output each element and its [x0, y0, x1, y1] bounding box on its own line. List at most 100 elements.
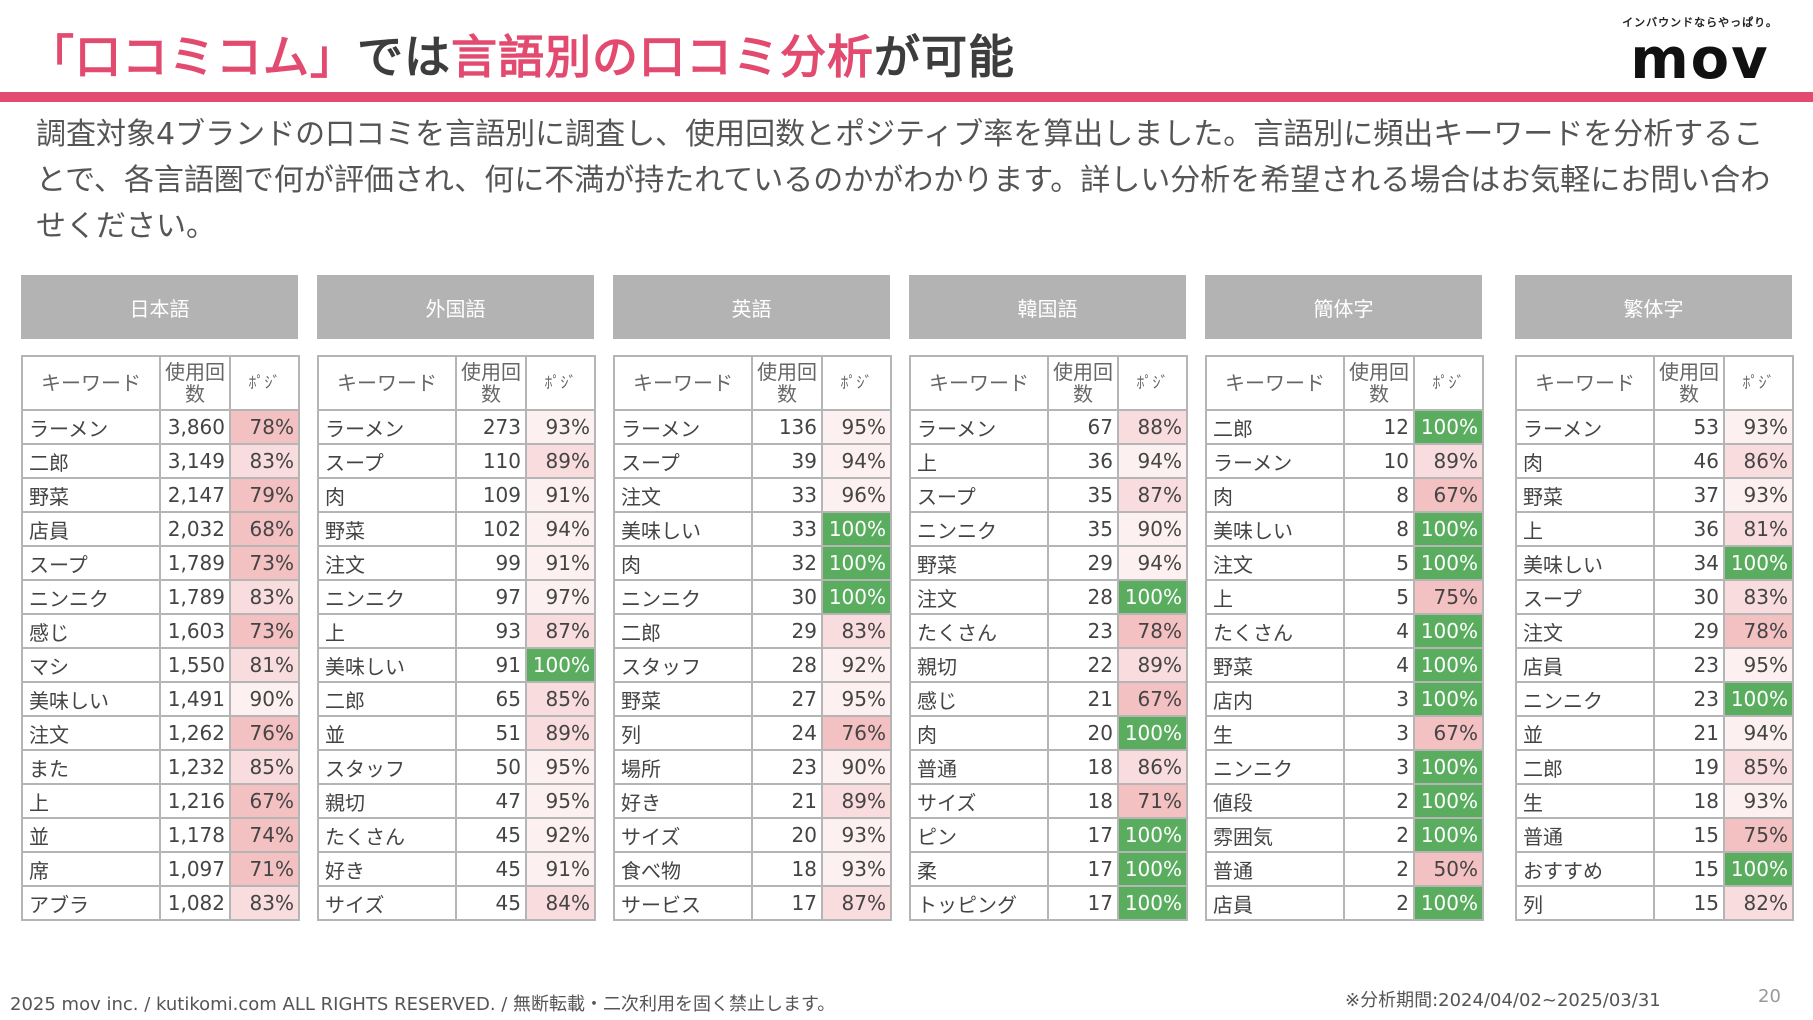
- table-row: サービス 17 87%: [613, 885, 892, 921]
- posi-rate-cell: 100%: [1413, 409, 1484, 445]
- keyword-cell: サイズ: [317, 885, 457, 921]
- table-row: サイズ 18 71%: [909, 783, 1188, 819]
- table-row: マシ 1,550 81%: [21, 647, 300, 683]
- keyword-cell: 並: [317, 715, 457, 751]
- count-cell: 17: [1047, 851, 1119, 887]
- posi-rate-cell: 94%: [821, 443, 892, 479]
- posi-rate-cell: 89%: [821, 783, 892, 819]
- table-row: 美味しい 1,491 90%: [21, 681, 300, 717]
- table-row: ニンニク 35 90%: [909, 511, 1188, 547]
- count-cell: 35: [1047, 477, 1119, 513]
- keyword-cell: スープ: [613, 443, 753, 479]
- posi-rate-cell: 84%: [525, 885, 596, 921]
- table-row: 肉 32 100%: [613, 545, 892, 581]
- language-header: 韓国語: [909, 275, 1186, 339]
- posi-rate-cell: 91%: [525, 545, 596, 581]
- keyword-cell: 肉: [1205, 477, 1345, 513]
- count-cell: 35: [1047, 511, 1119, 547]
- language-header: 繁体字: [1515, 275, 1792, 339]
- keyword-cell: ニンニク: [317, 579, 457, 615]
- posi-rate-cell: 73%: [229, 613, 300, 649]
- table-row: ニンニク 30 100%: [613, 579, 892, 615]
- posi-rate-cell: 93%: [1723, 477, 1794, 513]
- table-row: 肉 8 67%: [1205, 477, 1484, 513]
- keyword-cell: たくさん: [317, 817, 457, 853]
- posi-rate-cell: 100%: [1723, 681, 1794, 717]
- table-row: ラーメン 3,860 78%: [21, 409, 300, 445]
- column-header-posi: ﾎﾟｼﾞ: [1117, 355, 1188, 411]
- posi-rate-cell: 95%: [525, 749, 596, 785]
- keyword-cell: 肉: [1515, 443, 1655, 479]
- table-row: 親切 22 89%: [909, 647, 1188, 683]
- table-row: 生 18 93%: [1515, 783, 1794, 819]
- posi-rate-cell: 71%: [1117, 783, 1188, 819]
- table-row: 野菜 2,147 79%: [21, 477, 300, 513]
- count-cell: 45: [455, 817, 527, 853]
- count-cell: 45: [455, 885, 527, 921]
- keyword-cell: 席: [21, 851, 161, 887]
- count-cell: 18: [751, 851, 823, 887]
- title-part-de: では: [357, 30, 451, 84]
- table-row: スープ 35 87%: [909, 477, 1188, 513]
- posi-rate-cell: 91%: [525, 851, 596, 887]
- keyword-cell: ピン: [909, 817, 1049, 853]
- table-row: 美味しい 8 100%: [1205, 511, 1484, 547]
- posi-rate-cell: 86%: [1117, 749, 1188, 785]
- keyword-cell: 二郎: [317, 681, 457, 717]
- table-row: たくさん 4 100%: [1205, 613, 1484, 649]
- keyword-cell: 美味しい: [317, 647, 457, 683]
- count-cell: 45: [455, 851, 527, 887]
- count-cell: 109: [455, 477, 527, 513]
- page-title: 「口コミコム」では言語別の口コミ分析が可能: [28, 22, 1015, 92]
- count-cell: 15: [1653, 885, 1725, 921]
- count-cell: 5: [1343, 579, 1415, 615]
- count-cell: 3,149: [159, 443, 231, 479]
- table-row: 肉 46 86%: [1515, 443, 1794, 479]
- keyword-cell: 美味しい: [1515, 545, 1655, 581]
- keyword-cell: 野菜: [21, 477, 161, 513]
- posi-rate-cell: 90%: [229, 681, 300, 717]
- posi-rate-cell: 89%: [1117, 647, 1188, 683]
- posi-rate-cell: 93%: [525, 409, 596, 445]
- table-row: 肉 109 91%: [317, 477, 596, 513]
- table-row: 肉 20 100%: [909, 715, 1188, 751]
- keyword-cell: スープ: [1515, 579, 1655, 615]
- count-cell: 102: [455, 511, 527, 547]
- table-row: 好き 21 89%: [613, 783, 892, 819]
- posi-rate-cell: 94%: [525, 511, 596, 547]
- posi-rate-cell: 100%: [821, 545, 892, 581]
- table-block-traditional: 繁体字 キーワード 使用回数 ﾎﾟｼﾞ ラーメン 53 93% 肉 46 86% 野菜 37 93% 上…: [1515, 275, 1794, 921]
- keyword-cell: 野菜: [317, 511, 457, 547]
- logo-wordmark: mov: [1630, 27, 1770, 92]
- count-cell: 1,603: [159, 613, 231, 649]
- keyword-cell: 肉: [317, 477, 457, 513]
- table-row: ラーメン 53 93%: [1515, 409, 1794, 445]
- count-cell: 33: [751, 477, 823, 513]
- keyword-table: キーワード 使用回数 ﾎﾟｼﾞ ラーメン 136 95% スープ 39 94% 注文 33 96% 美味…: [613, 355, 892, 921]
- posi-rate-cell: 89%: [525, 443, 596, 479]
- posi-rate-cell: 100%: [1413, 749, 1484, 785]
- keyword-cell: 肉: [909, 715, 1049, 751]
- count-cell: 17: [1047, 817, 1119, 853]
- table-block-korean: 韓国語 キーワード 使用回数 ﾎﾟｼﾞ ラーメン 67 88% 上 36 94% スープ 35 87%…: [909, 275, 1188, 921]
- table-row: 席 1,097 71%: [21, 851, 300, 887]
- column-header-count: 使用回数: [455, 355, 527, 411]
- count-cell: 21: [1653, 715, 1725, 751]
- count-cell: 93: [455, 613, 527, 649]
- table-row: たくさん 45 92%: [317, 817, 596, 853]
- keyword-cell: 値段: [1205, 783, 1345, 819]
- keyword-cell: ニンニク: [21, 579, 161, 615]
- table-row: 注文 1,262 76%: [21, 715, 300, 751]
- table-row: サイズ 45 84%: [317, 885, 596, 921]
- table-row: サイズ 20 93%: [613, 817, 892, 853]
- table-row: ラーメン 273 93%: [317, 409, 596, 445]
- count-cell: 21: [1047, 681, 1119, 717]
- table-row: 生 3 67%: [1205, 715, 1484, 751]
- posi-rate-cell: 100%: [1117, 579, 1188, 615]
- keyword-table: キーワード 使用回数 ﾎﾟｼﾞ ラーメン 53 93% 肉 46 86% 野菜 37 93% 上 36 81…: [1515, 355, 1794, 921]
- description-text: 調査対象4ブランドの口コミを言語別に調査し、使用回数とポジティブ率を算出しました…: [36, 117, 1771, 244]
- posi-rate-cell: 97%: [525, 579, 596, 615]
- count-cell: 20: [1047, 715, 1119, 751]
- keyword-cell: 店員: [1205, 885, 1345, 921]
- language-header: 簡体字: [1205, 275, 1482, 339]
